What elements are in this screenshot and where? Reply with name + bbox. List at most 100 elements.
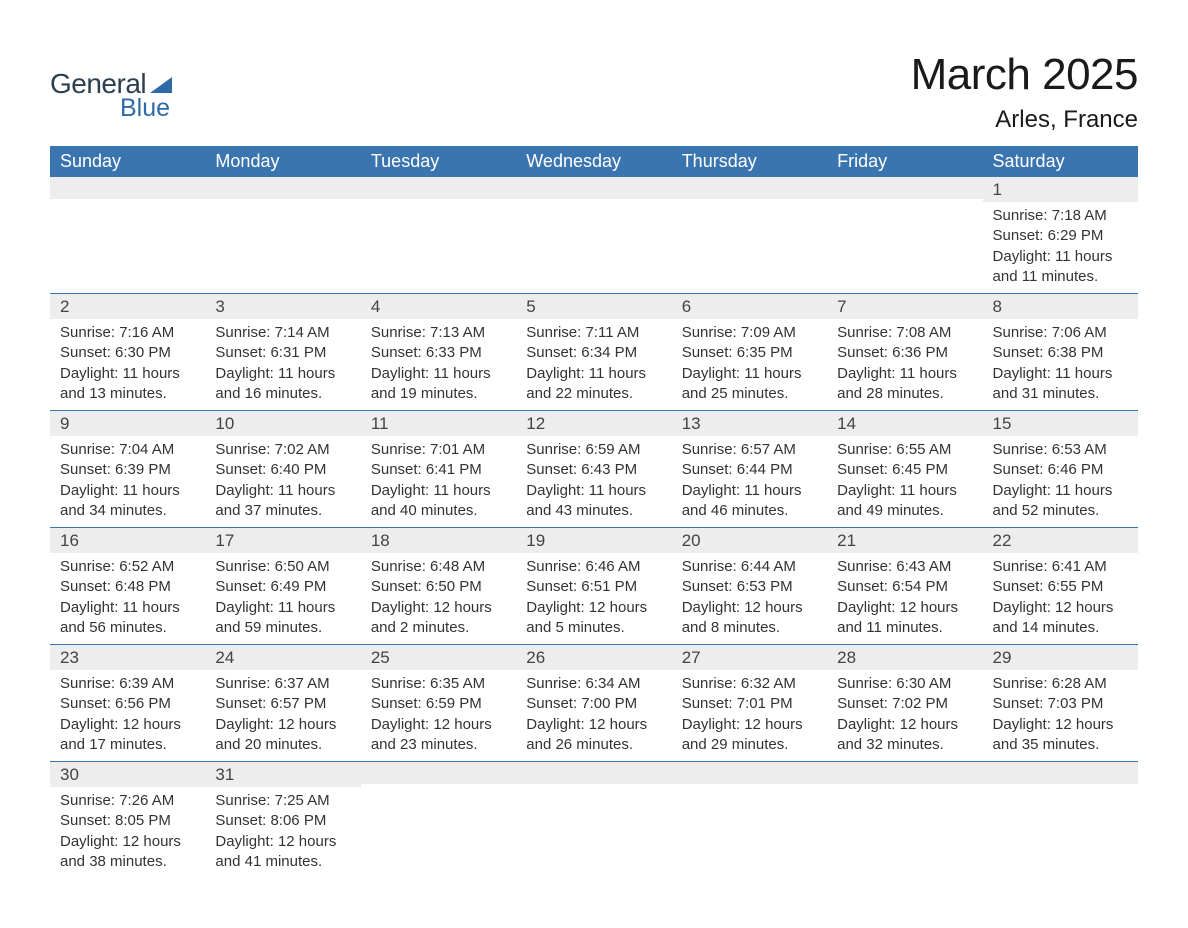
calendar-day-cell: 19Sunrise: 6:46 AMSunset: 6:51 PMDayligh…: [516, 528, 671, 645]
page-title: March 2025: [911, 50, 1138, 100]
day-number: [983, 762, 1138, 784]
day-body: [516, 199, 671, 277]
day-body: Sunrise: 7:04 AMSunset: 6:39 PMDaylight:…: [50, 436, 205, 527]
calendar-week-row: 2Sunrise: 7:16 AMSunset: 6:30 PMDaylight…: [50, 294, 1138, 411]
calendar-day-cell: 7Sunrise: 7:08 AMSunset: 6:36 PMDaylight…: [827, 294, 982, 411]
calendar-week-row: 23Sunrise: 6:39 AMSunset: 6:56 PMDayligh…: [50, 645, 1138, 762]
day-body: Sunrise: 7:01 AMSunset: 6:41 PMDaylight:…: [361, 436, 516, 527]
day-body: [983, 784, 1138, 794]
day-body: Sunrise: 7:26 AMSunset: 8:05 PMDaylight:…: [50, 787, 205, 878]
day-number: 7: [827, 294, 982, 319]
calendar-day-cell: 10Sunrise: 7:02 AMSunset: 6:40 PMDayligh…: [205, 411, 360, 528]
day-body: Sunrise: 6:34 AMSunset: 7:00 PMDaylight:…: [516, 670, 671, 761]
day-number: 13: [672, 411, 827, 436]
day-sunset: Sunset: 6:40 PM: [215, 460, 350, 480]
calendar-day-cell: 30Sunrise: 7:26 AMSunset: 8:05 PMDayligh…: [50, 762, 205, 879]
day-sunset: Sunset: 7:01 PM: [682, 694, 817, 714]
weekday-header: Friday: [827, 146, 982, 177]
day-dayl: Daylight: 11 hours and 37 minutes.: [215, 481, 350, 522]
day-dayl: Daylight: 12 hours and 26 minutes.: [526, 715, 661, 756]
day-body: Sunrise: 7:25 AMSunset: 8:06 PMDaylight:…: [205, 787, 360, 878]
day-sunset: Sunset: 6:29 PM: [993, 226, 1128, 246]
day-sunset: Sunset: 6:56 PM: [60, 694, 195, 714]
day-sunrise: Sunrise: 7:16 AM: [60, 323, 195, 343]
weekday-header: Thursday: [672, 146, 827, 177]
calendar-empty-cell: [50, 177, 205, 294]
day-sunset: Sunset: 6:36 PM: [837, 343, 972, 363]
day-number: 28: [827, 645, 982, 670]
day-body: Sunrise: 6:59 AMSunset: 6:43 PMDaylight:…: [516, 436, 671, 527]
calendar-header-row: SundayMondayTuesdayWednesdayThursdayFrid…: [50, 146, 1138, 177]
day-dayl: Daylight: 11 hours and 52 minutes.: [993, 481, 1128, 522]
day-sunset: Sunset: 6:48 PM: [60, 577, 195, 597]
day-number: 26: [516, 645, 671, 670]
day-sunset: Sunset: 6:59 PM: [371, 694, 506, 714]
day-number: 15: [983, 411, 1138, 436]
day-body: Sunrise: 6:46 AMSunset: 6:51 PMDaylight:…: [516, 553, 671, 644]
day-dayl: Daylight: 11 hours and 11 minutes.: [993, 247, 1128, 288]
day-dayl: Daylight: 12 hours and 2 minutes.: [371, 598, 506, 639]
day-body: [516, 784, 671, 794]
calendar-empty-cell: [672, 177, 827, 294]
day-number: 11: [361, 411, 516, 436]
day-number: 22: [983, 528, 1138, 553]
day-number: 12: [516, 411, 671, 436]
calendar-day-cell: 13Sunrise: 6:57 AMSunset: 6:44 PMDayligh…: [672, 411, 827, 528]
day-body: Sunrise: 7:08 AMSunset: 6:36 PMDaylight:…: [827, 319, 982, 410]
day-sunrise: Sunrise: 6:43 AM: [837, 557, 972, 577]
day-body: [672, 199, 827, 277]
day-sunrise: Sunrise: 7:25 AM: [215, 791, 350, 811]
day-body: Sunrise: 6:43 AMSunset: 6:54 PMDaylight:…: [827, 553, 982, 644]
calendar-empty-cell: [827, 762, 982, 879]
day-body: Sunrise: 6:30 AMSunset: 7:02 PMDaylight:…: [827, 670, 982, 761]
day-sunset: Sunset: 7:00 PM: [526, 694, 661, 714]
day-sunrise: Sunrise: 6:35 AM: [371, 674, 506, 694]
calendar-day-cell: 29Sunrise: 6:28 AMSunset: 7:03 PMDayligh…: [983, 645, 1138, 762]
title-block: March 2025 Arles, France: [911, 50, 1138, 134]
day-body: Sunrise: 7:13 AMSunset: 6:33 PMDaylight:…: [361, 319, 516, 410]
day-body: Sunrise: 7:11 AMSunset: 6:34 PMDaylight:…: [516, 319, 671, 410]
day-sunset: Sunset: 6:57 PM: [215, 694, 350, 714]
day-dayl: Daylight: 11 hours and 13 minutes.: [60, 364, 195, 405]
calendar-week-row: 9Sunrise: 7:04 AMSunset: 6:39 PMDaylight…: [50, 411, 1138, 528]
day-body: Sunrise: 6:55 AMSunset: 6:45 PMDaylight:…: [827, 436, 982, 527]
day-dayl: Daylight: 11 hours and 43 minutes.: [526, 481, 661, 522]
calendar-day-cell: 24Sunrise: 6:37 AMSunset: 6:57 PMDayligh…: [205, 645, 360, 762]
day-dayl: Daylight: 11 hours and 28 minutes.: [837, 364, 972, 405]
day-body: Sunrise: 7:09 AMSunset: 6:35 PMDaylight:…: [672, 319, 827, 410]
day-sunrise: Sunrise: 6:34 AM: [526, 674, 661, 694]
calendar-day-cell: 14Sunrise: 6:55 AMSunset: 6:45 PMDayligh…: [827, 411, 982, 528]
calendar-day-cell: 25Sunrise: 6:35 AMSunset: 6:59 PMDayligh…: [361, 645, 516, 762]
day-dayl: Daylight: 11 hours and 34 minutes.: [60, 481, 195, 522]
day-number: 10: [205, 411, 360, 436]
day-sunset: Sunset: 7:02 PM: [837, 694, 972, 714]
day-sunset: Sunset: 6:31 PM: [215, 343, 350, 363]
day-sunrise: Sunrise: 6:50 AM: [215, 557, 350, 577]
calendar-week-row: 16Sunrise: 6:52 AMSunset: 6:48 PMDayligh…: [50, 528, 1138, 645]
day-number: 1: [983, 177, 1138, 202]
day-number: [672, 177, 827, 199]
day-number: 2: [50, 294, 205, 319]
calendar-empty-cell: [516, 177, 671, 294]
calendar-day-cell: 20Sunrise: 6:44 AMSunset: 6:53 PMDayligh…: [672, 528, 827, 645]
day-dayl: Daylight: 11 hours and 25 minutes.: [682, 364, 817, 405]
calendar-empty-cell: [516, 762, 671, 879]
day-number: 21: [827, 528, 982, 553]
day-sunset: Sunset: 7:03 PM: [993, 694, 1128, 714]
day-number: 19: [516, 528, 671, 553]
calendar-day-cell: 2Sunrise: 7:16 AMSunset: 6:30 PMDaylight…: [50, 294, 205, 411]
calendar-day-cell: 3Sunrise: 7:14 AMSunset: 6:31 PMDaylight…: [205, 294, 360, 411]
day-body: Sunrise: 6:53 AMSunset: 6:46 PMDaylight:…: [983, 436, 1138, 527]
day-body: Sunrise: 6:37 AMSunset: 6:57 PMDaylight:…: [205, 670, 360, 761]
day-sunrise: Sunrise: 6:39 AM: [60, 674, 195, 694]
day-body: Sunrise: 7:02 AMSunset: 6:40 PMDaylight:…: [205, 436, 360, 527]
day-dayl: Daylight: 11 hours and 59 minutes.: [215, 598, 350, 639]
day-number: 31: [205, 762, 360, 787]
day-body: Sunrise: 6:28 AMSunset: 7:03 PMDaylight:…: [983, 670, 1138, 761]
day-sunrise: Sunrise: 7:18 AM: [993, 206, 1128, 226]
day-sunset: Sunset: 6:33 PM: [371, 343, 506, 363]
calendar-day-cell: 26Sunrise: 6:34 AMSunset: 7:00 PMDayligh…: [516, 645, 671, 762]
day-body: Sunrise: 6:48 AMSunset: 6:50 PMDaylight:…: [361, 553, 516, 644]
day-dayl: Daylight: 11 hours and 49 minutes.: [837, 481, 972, 522]
day-dayl: Daylight: 11 hours and 16 minutes.: [215, 364, 350, 405]
